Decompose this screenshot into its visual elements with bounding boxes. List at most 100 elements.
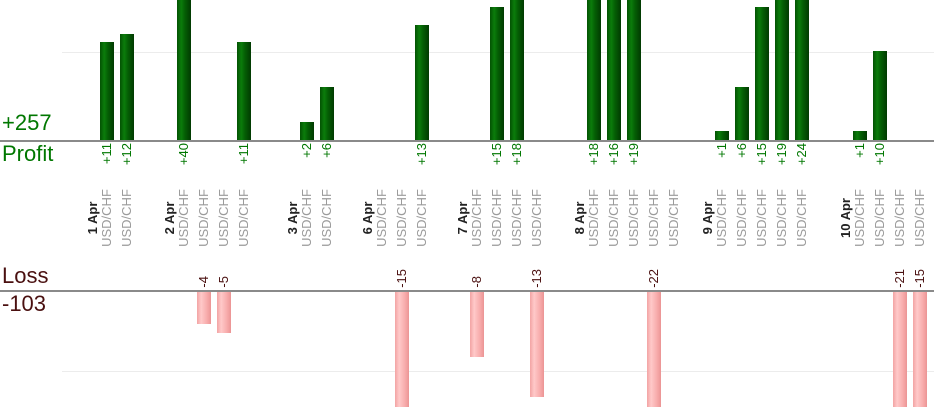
profit-value-label: +18 bbox=[509, 143, 524, 166]
instrument-label: USD/CHF bbox=[646, 189, 661, 247]
profit-value-label: +18 bbox=[586, 143, 601, 166]
instrument-label: USD/CHF bbox=[529, 189, 544, 247]
date-label: 1 Apr bbox=[85, 202, 100, 235]
instrument-label-text: USD/CHF bbox=[646, 189, 661, 247]
instrument-label-text: USD/CHF bbox=[912, 189, 927, 247]
loss-bar bbox=[395, 292, 409, 407]
loss-value-label-text: -5 bbox=[216, 276, 231, 288]
loss-value-label: -4 bbox=[196, 276, 211, 288]
instrument-label-text: USD/CHF bbox=[794, 189, 809, 247]
date-label: 7 Apr bbox=[455, 202, 470, 235]
instrument-label: USD/CHF bbox=[606, 189, 621, 247]
instrument-label: USD/CHF bbox=[394, 189, 409, 247]
profit-value-label: +15 bbox=[489, 143, 504, 165]
profit-value-label-text: +1 bbox=[714, 143, 729, 158]
profit-value-label-text: +6 bbox=[319, 143, 334, 158]
loss-bar bbox=[913, 292, 927, 407]
loss-bar bbox=[893, 292, 907, 407]
instrument-label: USD/CHF bbox=[714, 189, 729, 247]
instrument-label-text: USD/CHF bbox=[586, 189, 601, 247]
profit-value-label-text: +13 bbox=[414, 143, 429, 166]
profit-bar bbox=[873, 51, 887, 140]
date-label: 6 Apr bbox=[360, 202, 375, 235]
instrument-label: USD/CHF bbox=[299, 189, 314, 247]
loss-bar bbox=[197, 292, 211, 324]
instrument-label: USD/CHF bbox=[509, 189, 524, 247]
profit-value-label-text: +16 bbox=[606, 143, 621, 166]
date-label-text: 6 Apr bbox=[359, 201, 375, 235]
profit-value-label: +19 bbox=[626, 143, 641, 165]
profit-value-label: +10 bbox=[872, 143, 887, 165]
date-label: 9 Apr bbox=[700, 202, 715, 235]
loss-value-label-text: -21 bbox=[892, 269, 907, 288]
loss-value-label-text: -22 bbox=[646, 269, 661, 288]
profit-value-label: +13 bbox=[414, 143, 429, 166]
profit-value-label: +1 bbox=[714, 143, 729, 158]
profit-value-label-text: +6 bbox=[734, 143, 749, 158]
date-label-text: 10 Apr bbox=[837, 198, 853, 238]
profit-value-label: +24 bbox=[794, 143, 809, 166]
instrument-label-text: USD/CHF bbox=[666, 189, 681, 247]
instrument-label: USD/CHF bbox=[892, 189, 907, 247]
profit-value-label-text: +18 bbox=[509, 143, 524, 166]
instrument-label-text: USD/CHF bbox=[509, 189, 524, 247]
profit-value-label: +11 bbox=[236, 143, 251, 164]
date-label: 2 Apr bbox=[162, 202, 177, 235]
instrument-label: USD/CHF bbox=[794, 189, 809, 247]
instrument-label-text: USD/CHF bbox=[319, 189, 334, 247]
instrument-label: USD/CHF bbox=[489, 189, 504, 247]
loss-value-label: -15 bbox=[394, 269, 409, 288]
profit-axis-line bbox=[0, 140, 934, 142]
instrument-label-text: USD/CHF bbox=[774, 189, 789, 247]
instrument-label: USD/CHF bbox=[216, 189, 231, 247]
loss-bar bbox=[470, 292, 484, 357]
profit-value-label: +1 bbox=[852, 143, 867, 158]
profit-axis-label: Profit bbox=[2, 141, 54, 166]
instrument-label-text: USD/CHF bbox=[236, 189, 251, 247]
instrument-label-text: USD/CHF bbox=[754, 189, 769, 247]
profit-bar bbox=[735, 87, 749, 140]
instrument-label-text: USD/CHF bbox=[374, 189, 389, 247]
profit-value-label-text: +2 bbox=[299, 143, 314, 158]
instrument-label-text: USD/CHF bbox=[196, 189, 211, 247]
profit-bar bbox=[100, 42, 114, 140]
profit-value-label-text: +24 bbox=[794, 143, 809, 166]
instrument-label: USD/CHF bbox=[236, 189, 251, 247]
instrument-label: USD/CHF bbox=[734, 189, 749, 247]
profit-value-label-text: +19 bbox=[774, 143, 789, 166]
profit-value-label: +15 bbox=[754, 143, 769, 165]
profit-value-label: +6 bbox=[319, 143, 334, 158]
profit-bar bbox=[627, 0, 641, 140]
profit-value-label: +6 bbox=[734, 143, 749, 158]
instrument-label-text: USD/CHF bbox=[216, 189, 231, 247]
profit-bar bbox=[300, 122, 314, 140]
profit-bar bbox=[415, 25, 429, 140]
date-label-text: 8 Apr bbox=[571, 201, 587, 235]
loss-gridline bbox=[62, 371, 934, 372]
instrument-label: USD/CHF bbox=[176, 189, 191, 247]
instrument-label-text: USD/CHF bbox=[734, 189, 749, 247]
instrument-label: USD/CHF bbox=[319, 189, 334, 247]
profit-bar bbox=[237, 42, 251, 140]
profit-value-label: +19 bbox=[774, 143, 789, 166]
profit-value-label-text: +1 bbox=[852, 143, 867, 158]
instrument-label-text: USD/CHF bbox=[489, 189, 504, 247]
profit-value-label: +12 bbox=[119, 143, 134, 166]
profit-value-label: +16 bbox=[606, 143, 621, 166]
profit-bar bbox=[510, 0, 524, 140]
profit-value-label-text: +12 bbox=[119, 143, 134, 166]
instrument-label: USD/CHF bbox=[754, 189, 769, 247]
date-label-text: 1 Apr bbox=[84, 201, 100, 235]
instrument-label-text: USD/CHF bbox=[872, 189, 887, 247]
date-label-text: 9 Apr bbox=[699, 201, 715, 235]
instrument-label: USD/CHF bbox=[852, 189, 867, 247]
instrument-label: USD/CHF bbox=[912, 189, 927, 247]
profit-value-label-text: +18 bbox=[586, 143, 601, 166]
instrument-label: USD/CHF bbox=[99, 189, 114, 247]
instrument-label-text: USD/CHF bbox=[529, 189, 544, 247]
instrument-label: USD/CHF bbox=[586, 189, 601, 247]
profit-bar bbox=[755, 7, 769, 140]
loss-value-label-text: -4 bbox=[196, 276, 211, 288]
profit-bar bbox=[587, 0, 601, 140]
